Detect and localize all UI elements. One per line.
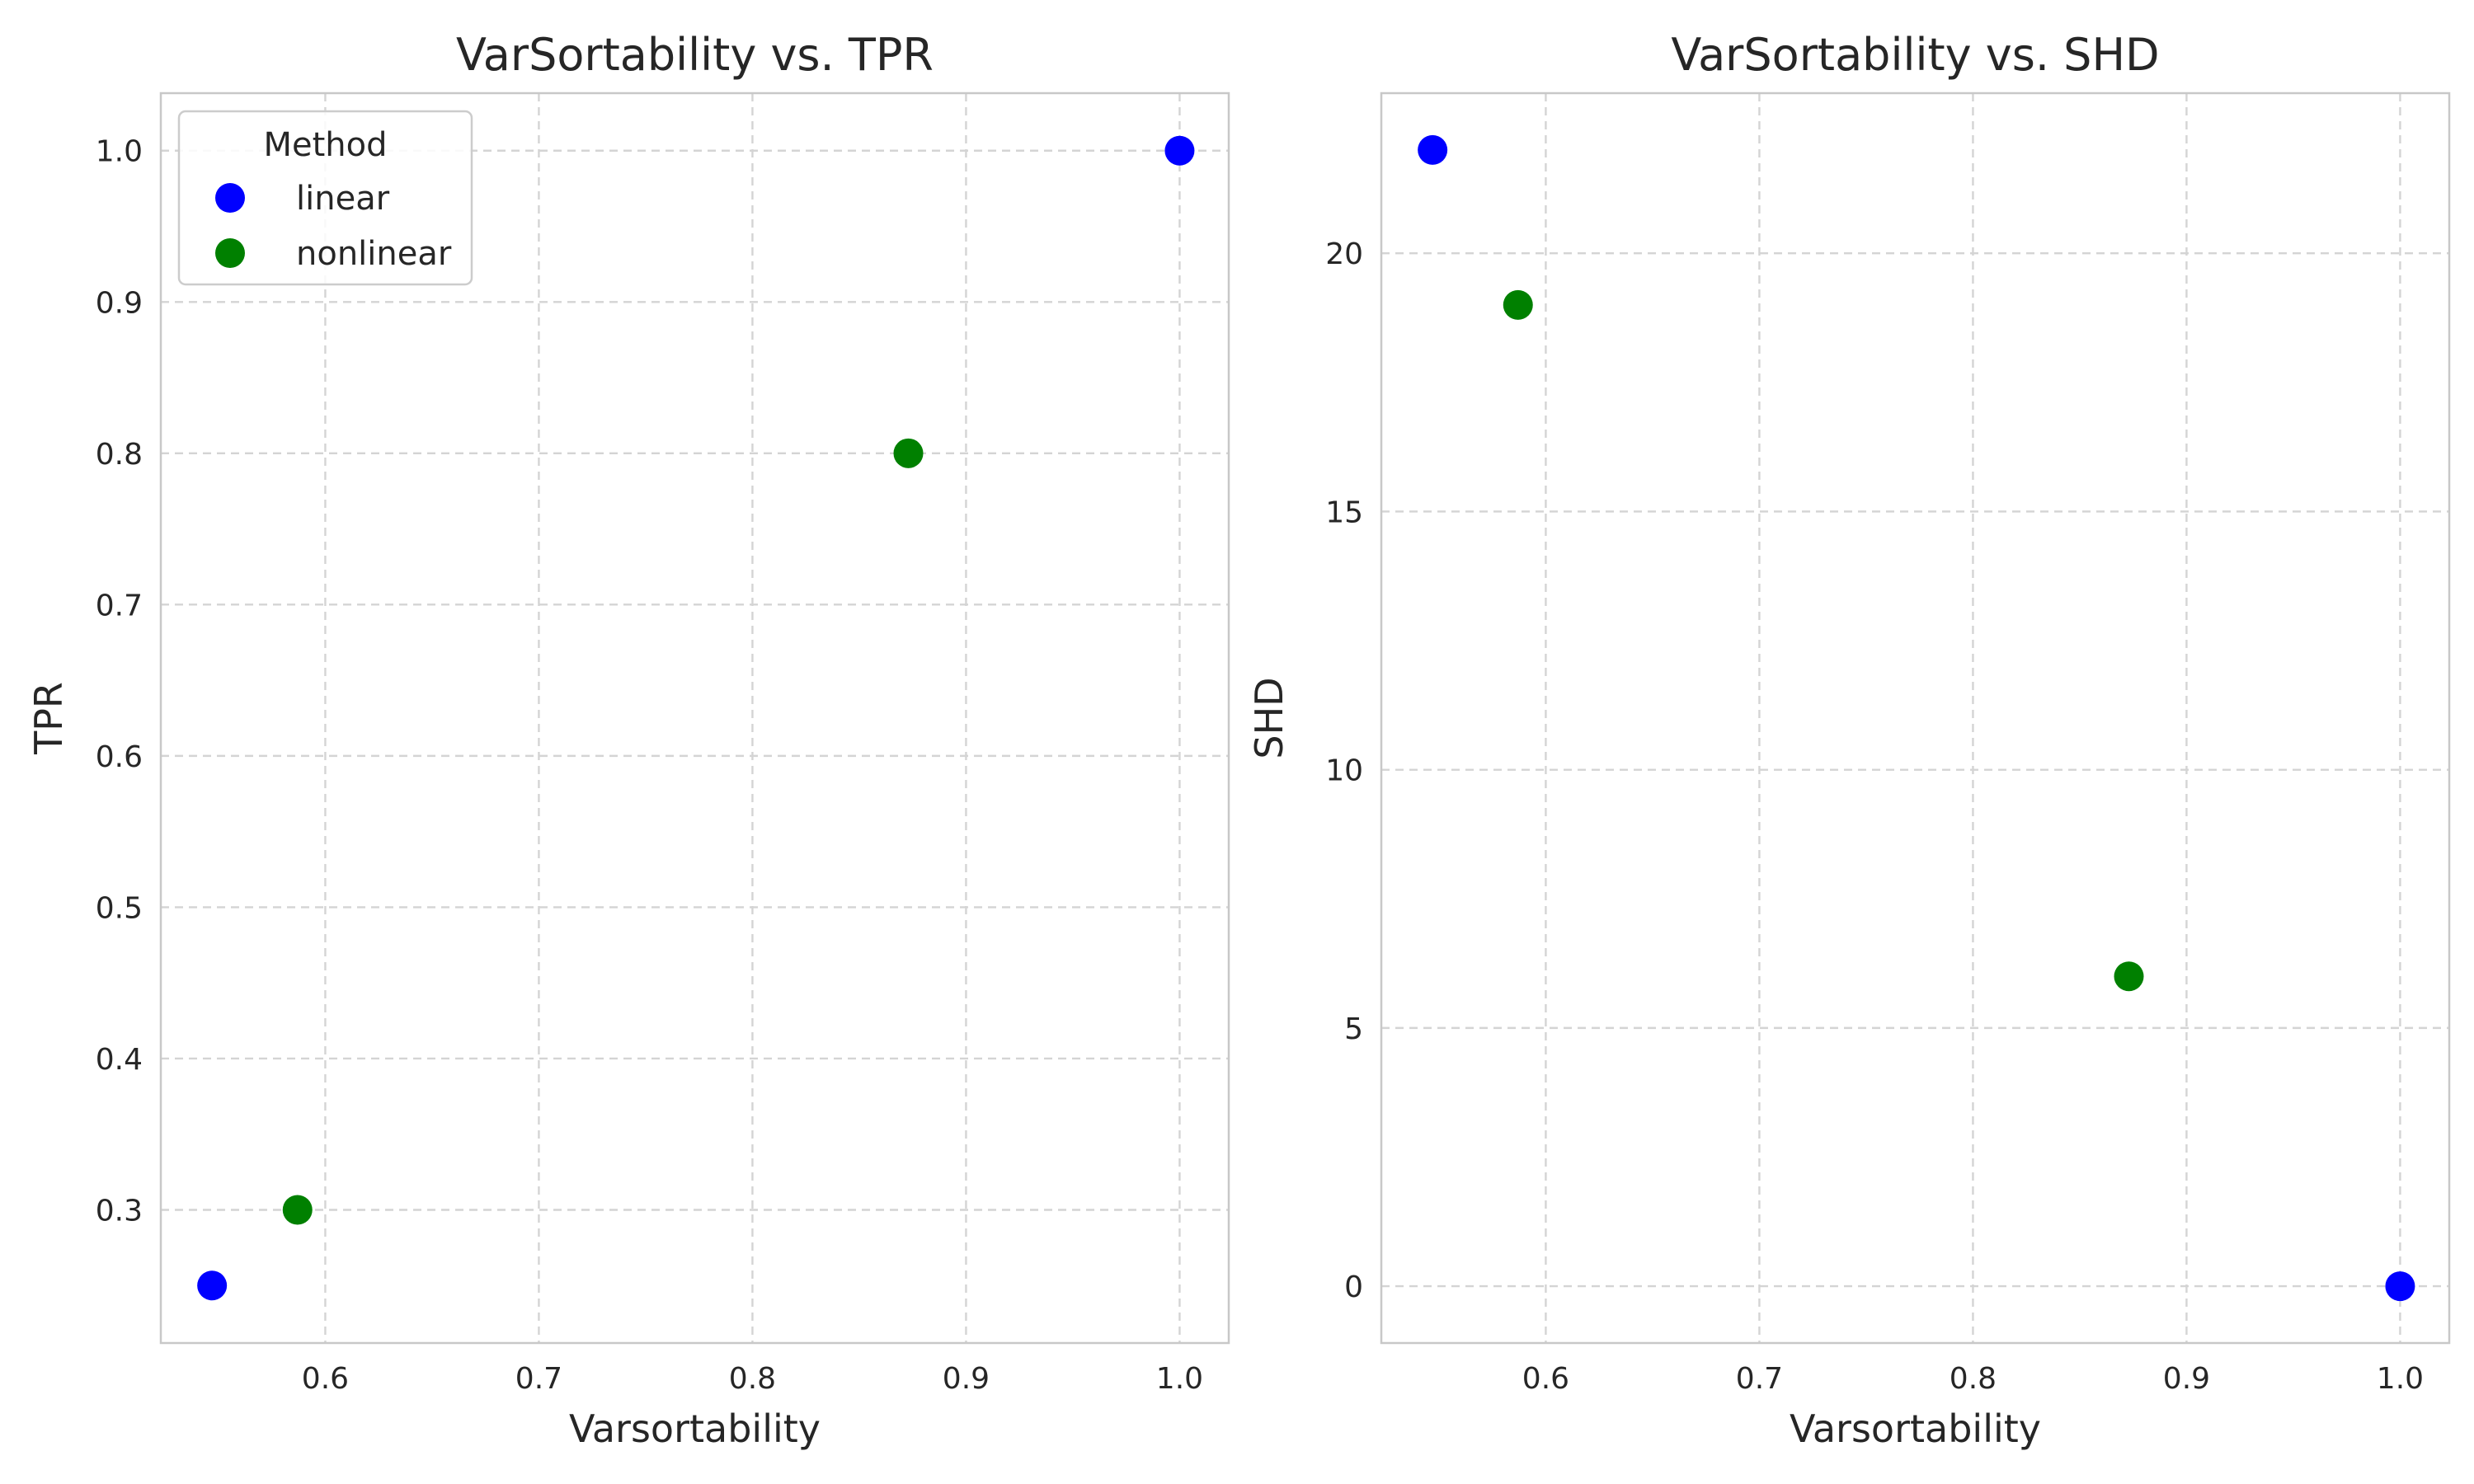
- y-tick-label: 1.0: [96, 135, 143, 169]
- y-tick-label: 20: [1325, 237, 1363, 271]
- plot-frame: [1380, 92, 2451, 1345]
- data-point-linear: [1418, 134, 1448, 165]
- legend-label-nonlinear: nonlinear: [296, 235, 452, 273]
- data-point-linear: [197, 1270, 228, 1301]
- y-tick-label: 0.7: [96, 589, 143, 622]
- y-tick-label: 0.6: [96, 740, 143, 774]
- plot-frame: [159, 92, 1230, 1345]
- legend-box: [177, 110, 473, 286]
- legend-marker-nonlinear: [215, 238, 245, 268]
- x-axis-label: Varsortability: [569, 1407, 821, 1451]
- chart-title: VarSortability vs. SHD: [1671, 29, 2159, 81]
- y-tick-label: 15: [1325, 495, 1363, 529]
- y-tick-label: 0.3: [96, 1194, 143, 1228]
- chart-shd: 0.6 0.7 0.8 0.9 1.0 0 5 10 15 20 VarSortability vs…: [1247, 29, 2451, 1451]
- x-axis-label: Varsortability: [1790, 1407, 2041, 1451]
- y-axis-label: TPR: [26, 682, 71, 755]
- data-point-nonlinear: [282, 1195, 313, 1225]
- y-tick-label: 0.8: [96, 438, 143, 472]
- x-tick-label: 0.8: [1950, 1362, 1997, 1396]
- data-point-linear: [1164, 135, 1195, 166]
- y-tick-label: 5: [1344, 1012, 1363, 1046]
- legend-marker-linear: [215, 183, 245, 213]
- x-tick-label: 1.0: [2377, 1362, 2424, 1396]
- x-tick-label: 0.9: [943, 1362, 990, 1396]
- y-tick-label: 0.4: [96, 1043, 143, 1077]
- chart-title: VarSortability vs. TPR: [456, 29, 934, 81]
- data-point-nonlinear: [893, 438, 924, 468]
- x-tick-label: 1.0: [1156, 1362, 1203, 1396]
- y-tick-label: 10: [1325, 754, 1363, 788]
- legend-label-linear: linear: [296, 180, 390, 218]
- legend-title: Method: [263, 126, 387, 164]
- y-axis-label: SHD: [1247, 677, 1291, 758]
- y-tick-label: 0.9: [96, 286, 143, 320]
- x-tick-label: 0.8: [729, 1362, 776, 1396]
- x-tick-label: 0.7: [515, 1362, 562, 1396]
- y-tick-label: 0.5: [96, 891, 143, 925]
- y-tick-label: 0: [1344, 1270, 1363, 1304]
- data-point-nonlinear: [2114, 961, 2144, 992]
- x-tick-label: 0.6: [1522, 1362, 1569, 1396]
- data-point-linear: [2385, 1271, 2415, 1302]
- x-tick-label: 0.6: [302, 1362, 349, 1396]
- chart-tpr: 0.6 0.7 0.8 0.9 1.0 0.3 0.4 0.5 0.6 0.7 0.8 0.9 1.0 V…: [26, 29, 1230, 1451]
- x-tick-label: 0.9: [2163, 1362, 2210, 1396]
- x-tick-label: 0.7: [1736, 1362, 1783, 1396]
- data-point-nonlinear: [1503, 289, 1533, 320]
- legend: Method linear nonlinear: [177, 110, 473, 286]
